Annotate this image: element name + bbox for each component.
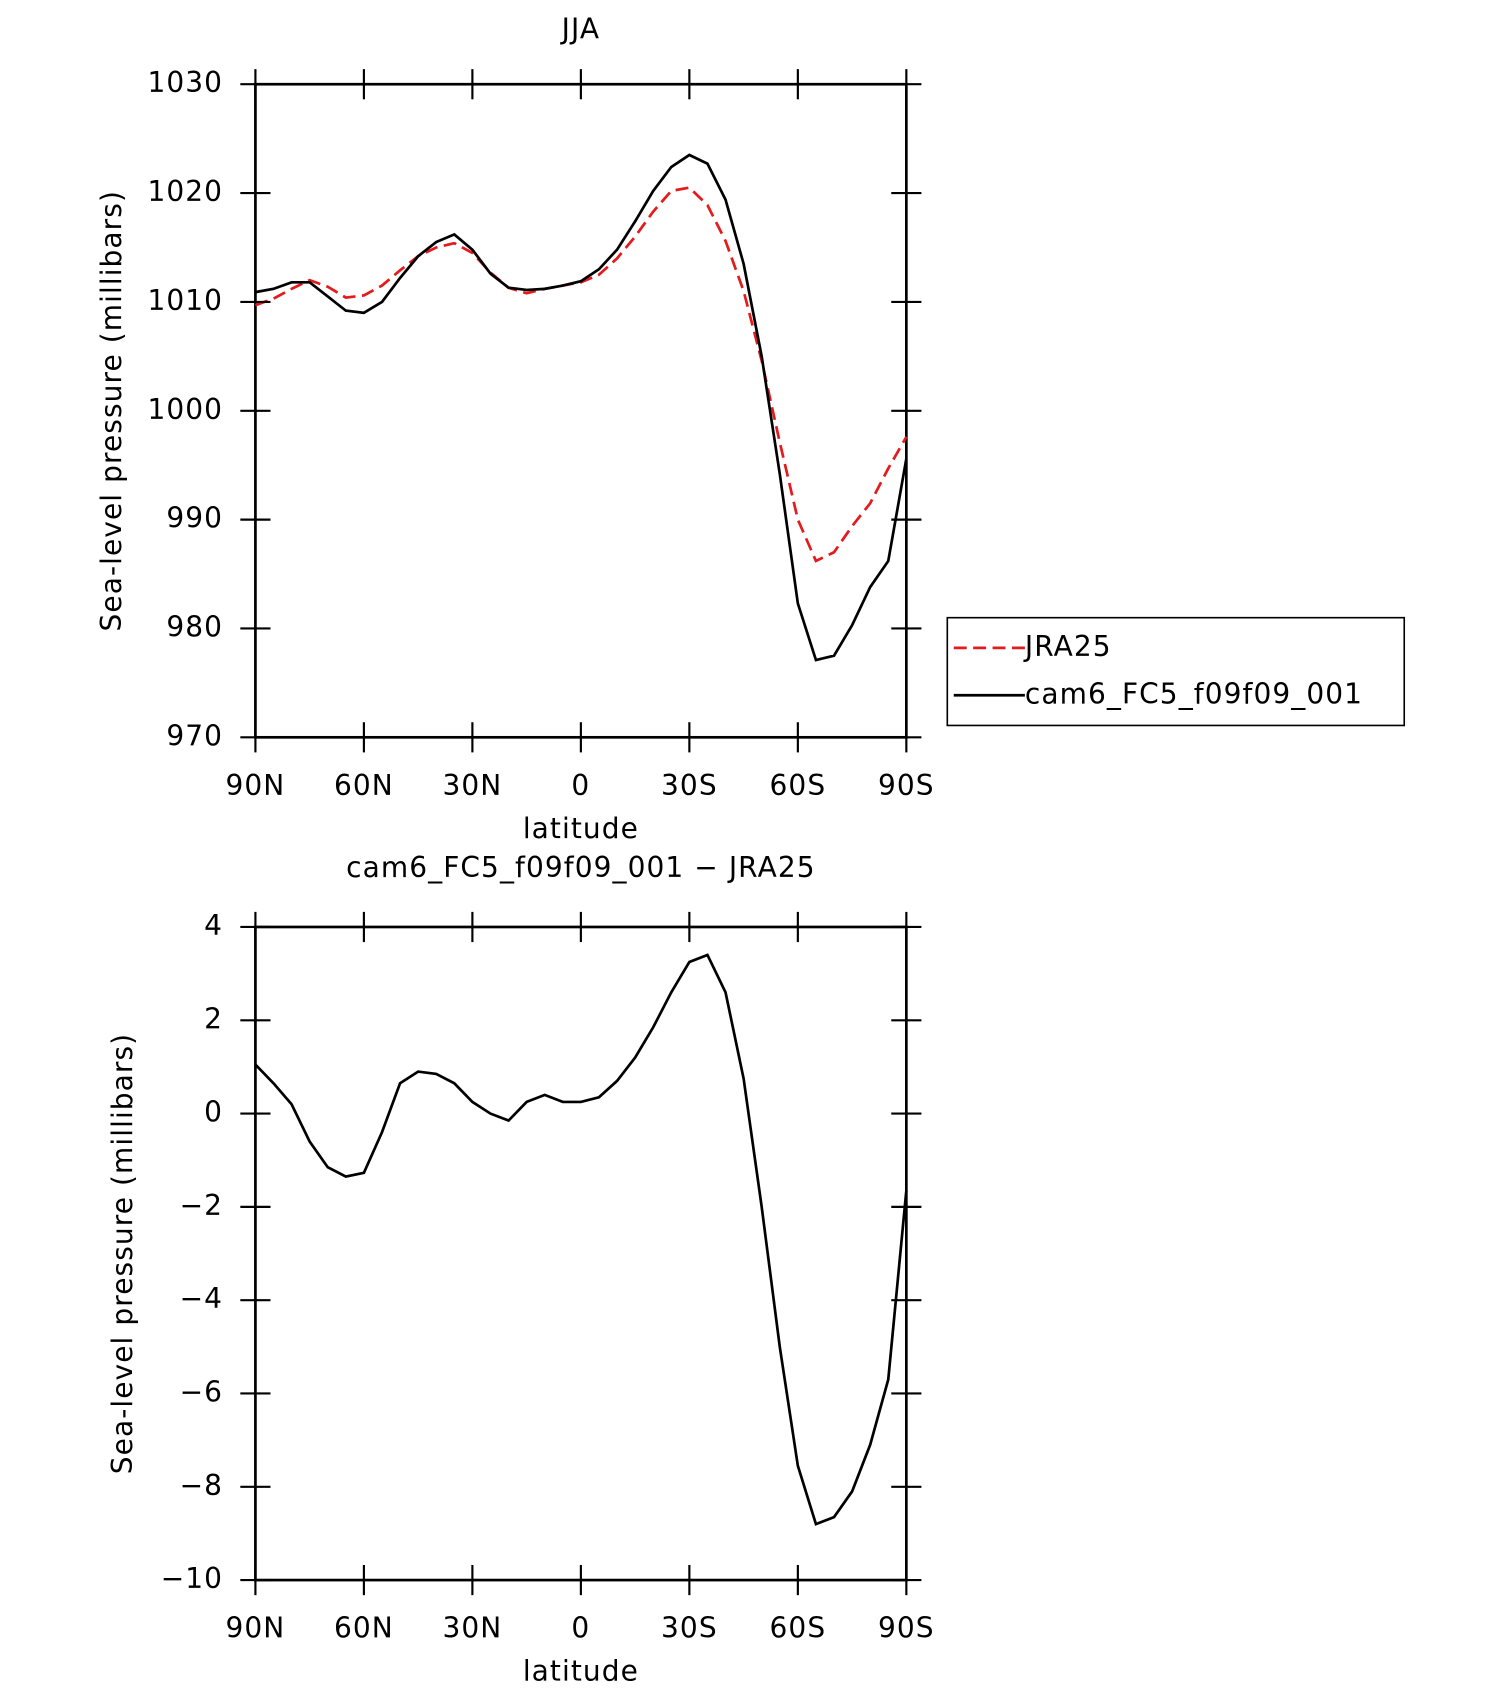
- x-tick-label: 90N: [225, 769, 285, 802]
- x-tick-label: 30N: [442, 1612, 502, 1645]
- legend: JRA25 cam6_FC5_f09f09_001: [946, 616, 1406, 727]
- x-tick-label: 90S: [878, 769, 935, 802]
- y-tick-label: −8: [180, 1469, 223, 1502]
- data-line: [254, 186, 908, 563]
- y-tick-label: 980: [166, 610, 223, 643]
- x-tick-label: 60N: [334, 769, 394, 802]
- x-axis-label: latitude: [523, 812, 639, 845]
- y-tick-label: 1010: [147, 284, 223, 317]
- x-tick-label: 90S: [878, 1612, 935, 1645]
- data-line: [254, 953, 908, 1526]
- x-tick-label: 60N: [334, 1612, 394, 1645]
- plot-frame: [254, 925, 908, 1582]
- x-tick-label: 30S: [661, 1612, 718, 1645]
- x-axis-label: latitude: [523, 1655, 639, 1688]
- y-tick-label: 0: [204, 1096, 223, 1129]
- x-tick-label: 0: [571, 769, 590, 802]
- y-tick-label: −6: [180, 1375, 223, 1408]
- legend-label: JRA25: [1023, 630, 1112, 663]
- y-tick-label: 990: [166, 502, 223, 535]
- y-axis-label: Sea-level pressure (millibars): [95, 190, 128, 631]
- y-tick-label: −4: [180, 1282, 223, 1315]
- x-tick-label: 90N: [225, 1612, 285, 1645]
- chart-title: cam6_FC5_f09f09_001 − JRA25: [346, 851, 816, 884]
- y-tick-label: 1000: [147, 393, 223, 426]
- y-tick-label: 1020: [147, 175, 223, 208]
- y-axis-label: Sea-level pressure (millibars): [106, 1033, 139, 1474]
- x-tick-label: 30S: [661, 769, 718, 802]
- y-tick-label: 4: [204, 909, 223, 942]
- x-tick-label: 60S: [770, 1612, 827, 1645]
- x-tick-label: 30N: [442, 769, 502, 802]
- legend-box: [946, 616, 1406, 727]
- y-tick-label: −10: [161, 1562, 223, 1595]
- legend-label: cam6_FC5_f09f09_001: [1025, 677, 1363, 710]
- y-tick-label: 1030: [147, 66, 223, 99]
- y-tick-label: 2: [204, 1002, 223, 1035]
- x-tick-label: 60S: [770, 769, 827, 802]
- x-tick-label: 0: [571, 1612, 590, 1645]
- data-line: [255, 153, 908, 662]
- y-tick-label: −2: [180, 1189, 223, 1222]
- chart-title: JJA: [560, 12, 600, 45]
- y-tick-label: 970: [166, 719, 223, 752]
